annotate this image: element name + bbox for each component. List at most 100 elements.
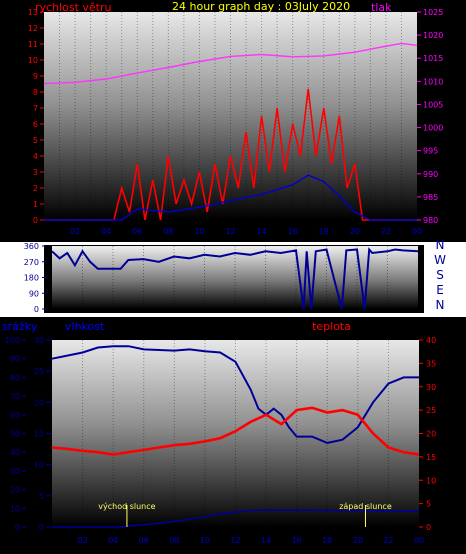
humidity-label: vlhkost (65, 320, 105, 333)
rain-tick-label: 30 (10, 467, 20, 476)
temperature-tick-label: 40 (426, 336, 436, 345)
humidity-tick-label: 5 (39, 492, 44, 501)
wind-tick-label: 6 (33, 120, 38, 129)
rain-tick-label: 70 (10, 392, 20, 401)
wind-direction-line (51, 247, 419, 310)
compass-label: E (436, 283, 444, 297)
rain-tick-label: 0 (15, 523, 20, 532)
wind-tick-label: 11 (28, 40, 38, 49)
direction-tick-label: 360 (24, 242, 39, 251)
pressure-tick-label: 985 (423, 193, 438, 202)
time-tick-label: 06 (139, 536, 149, 545)
rain-tick-label: 50 (10, 430, 20, 439)
rain-tick-label: 20 (10, 486, 20, 495)
direction-tick-label: 180 (24, 274, 39, 283)
wind-tick-label: 4 (33, 152, 38, 161)
time-tick-label: 08 (169, 536, 179, 545)
wind-tick-label: 10 (28, 56, 38, 65)
rain-line (52, 509, 419, 528)
panel3-series (51, 345, 420, 528)
wind-speed-label: rychlost větru (35, 1, 111, 14)
rain-tick-label: 40 (10, 448, 20, 457)
temperature-tick-label: 15 (426, 453, 436, 462)
humidity-tick-label: 20 (34, 398, 44, 407)
temperature-label: teplota (312, 320, 351, 333)
time-tick-label: 00 (412, 227, 422, 236)
time-tick-label: 16 (292, 536, 302, 545)
compass-label: S (436, 268, 444, 282)
wind-tick-label: 2 (33, 184, 38, 193)
time-tick-label: 10 (200, 536, 210, 545)
rain-label: srážky (2, 320, 38, 333)
sun-annotations: východ slunce západ slunce (98, 502, 392, 527)
pressure-tick-label: 990 (423, 170, 438, 179)
pressure-tick-label: 1000 (423, 124, 443, 133)
pressure-label: tlak (371, 1, 392, 14)
compass-label: W (434, 253, 446, 267)
sun-annotation-label: západ slunce (339, 502, 392, 511)
panel1-plot-area (44, 12, 417, 220)
time-tick-label: 20 (350, 227, 360, 236)
wind-tick-label: 5 (33, 136, 38, 145)
panel1-series (43, 42, 418, 221)
rain-tick-label: 90 (10, 355, 20, 364)
time-tick-label: 02 (77, 536, 87, 545)
wind-tick-label: 12 (28, 24, 38, 33)
pressure-tick-label: 1005 (423, 100, 443, 109)
temperature-tick-label: 25 (426, 406, 436, 415)
humidity-axis: 0 5 10 15 20 25 30 (34, 336, 51, 532)
rain-tick-label: 10 (10, 504, 20, 513)
temperature-axis: 0 5 10 15 20 25 30 35 40 (419, 336, 436, 532)
panel3-plot-area (52, 340, 419, 527)
wind-tick-label: 0 (33, 216, 38, 225)
time-tick-label: 18 (319, 227, 329, 236)
pressure-tick-label: 1020 (423, 31, 443, 40)
direction-tick-label: 90 (29, 289, 39, 298)
panel3-grid (82, 340, 389, 527)
pressure-tick-label: 995 (423, 147, 438, 156)
pressure-tick-label: 980 (423, 216, 438, 225)
time-tick-label: 08 (163, 227, 173, 236)
sun-annotation-label: východ slunce (98, 502, 155, 511)
humidity-tick-label: 0 (39, 523, 44, 532)
time-tick-label: 10 (194, 227, 204, 236)
compass-label: N (436, 238, 445, 252)
panel3-time-axis: 02 04 06 08 10 12 14 16 18 20 22 00 (77, 536, 424, 545)
temperature-tick-label: 5 (426, 500, 431, 509)
time-tick-label: 20 (353, 536, 363, 545)
time-tick-label: 18 (322, 536, 332, 545)
time-tick-label: 16 (288, 227, 298, 236)
time-tick-label: 12 (225, 227, 235, 236)
time-tick-label: 00 (414, 536, 424, 545)
panel2-series (51, 247, 419, 310)
time-tick-label: 22 (381, 227, 391, 236)
humidity-tick-label: 25 (34, 367, 44, 376)
rain-tick-label: 60 (10, 411, 20, 420)
wind-tick-label: 1 (33, 200, 38, 209)
wind-tick-label: 8 (33, 88, 38, 97)
chart-title: 24 hour graph day : 03July 2020 (172, 0, 350, 13)
time-tick-label: 04 (101, 227, 111, 236)
temperature-tick-label: 35 (426, 359, 436, 368)
time-tick-label: 12 (230, 536, 240, 545)
wind-tick-label: 3 (33, 168, 38, 177)
pressure-tick-label: 1025 (423, 8, 443, 17)
temperature-tick-label: 0 (426, 523, 431, 532)
humidity-tick-label: 15 (34, 430, 44, 439)
gust-line (44, 174, 417, 221)
rain-tick-label: 80 (10, 373, 20, 382)
wind-tick-label: 9 (33, 72, 38, 81)
panel1-time-axis: 02 04 06 08 10 12 14 16 18 20 22 00 (70, 227, 422, 236)
direction-tick-label: 270 (24, 258, 39, 267)
time-tick-label: 04 (108, 536, 118, 545)
time-tick-label: 14 (261, 536, 271, 545)
wind-speed-line (44, 88, 417, 221)
temperature-tick-label: 10 (426, 476, 436, 485)
direction-tick-label: 0 (34, 305, 39, 314)
